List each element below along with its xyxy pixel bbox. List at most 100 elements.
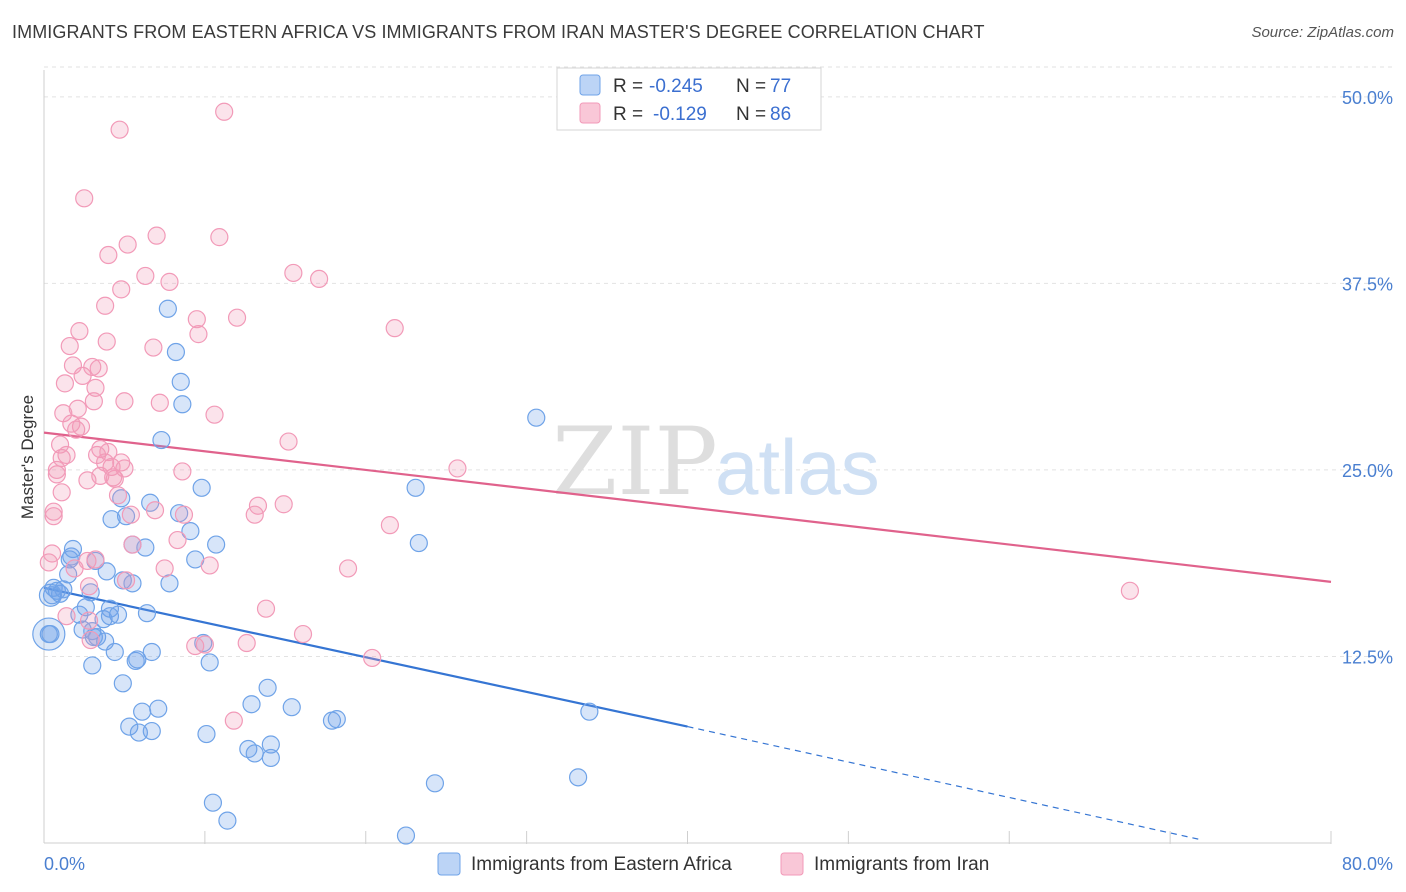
stats-n-label-1: N = (736, 76, 766, 97)
watermark-zip: ZIP (552, 408, 718, 517)
stats-n-label-2: N = (736, 104, 766, 125)
point-iran (293, 624, 313, 644)
trend-line-iran (43, 431, 1332, 583)
point-eastern-africa (102, 510, 121, 529)
point-iran (42, 544, 62, 563)
point-iran (147, 226, 166, 245)
point-eastern-africa (152, 430, 171, 450)
point-iran (256, 599, 276, 618)
point-iran (338, 559, 358, 578)
point-iran (110, 120, 129, 139)
watermark: ZIP atlas (552, 408, 880, 517)
point-eastern-africa (41, 624, 60, 644)
point-eastern-africa (97, 562, 116, 581)
point-eastern-africa (81, 583, 100, 602)
point-iran (189, 325, 208, 344)
point-eastern-africa (120, 717, 139, 736)
point-iran (150, 393, 169, 412)
point-iran (284, 263, 303, 283)
point-iran (186, 636, 205, 656)
x-tick-marks (204, 831, 1332, 844)
stats-swatch-eastern-africa (579, 74, 601, 96)
trend-lines (43, 431, 1332, 841)
point-iran (55, 374, 75, 393)
point-iran (173, 462, 192, 481)
point-iran (116, 571, 136, 590)
point-iran (279, 432, 298, 451)
point-iran (70, 322, 89, 341)
point-iran (86, 550, 105, 569)
point-iran (75, 189, 94, 208)
point-iran (115, 392, 134, 411)
y-tick-labels: 12.5% 25.0% 37.5% 50.0% (1342, 88, 1393, 668)
point-iran (115, 459, 134, 478)
point-iran (187, 310, 206, 329)
point-iran (309, 269, 329, 289)
point-iran (99, 442, 118, 462)
point-iran (68, 399, 87, 418)
point-eastern-africa (133, 702, 152, 721)
point-eastern-africa (409, 533, 428, 553)
point-iran (385, 319, 404, 338)
trend-line-eastern-africa-extension (687, 726, 1203, 841)
point-iran (71, 417, 91, 436)
legend: Immigrants from Eastern Africa Immigrant… (437, 852, 989, 876)
point-eastern-africa (142, 642, 161, 662)
point-iran (195, 635, 214, 654)
point-iran (57, 445, 76, 465)
point-eastern-africa (32, 617, 66, 651)
y-tick-label: 12.5% (1342, 647, 1393, 667)
point-eastern-africa (83, 656, 102, 675)
point-eastern-africa (113, 674, 132, 693)
point-iran (123, 535, 142, 554)
point-iran (144, 338, 163, 357)
stats-r-label-1: R = (613, 76, 643, 97)
point-eastern-africa (406, 478, 425, 497)
point-eastern-africa (197, 724, 216, 744)
y-tick-label: 25.0% (1342, 461, 1393, 481)
point-iran (99, 245, 118, 265)
point-iran (274, 495, 293, 514)
point-eastern-africa (580, 702, 599, 721)
legend-item-eastern-africa[interactable]: Immigrants from Eastern Africa (437, 852, 732, 876)
watermark-atlas: atlas (715, 423, 880, 511)
point-iran (57, 607, 76, 626)
point-iran (118, 235, 137, 254)
point-eastern-africa (207, 535, 226, 554)
x-tick-label-max: 80.0% (1342, 854, 1393, 874)
point-eastern-africa (396, 826, 416, 845)
point-eastern-africa (569, 768, 588, 787)
point-iran (155, 559, 174, 578)
point-eastern-africa (258, 678, 277, 697)
point-iran (79, 611, 99, 630)
point-eastern-africa (245, 744, 264, 763)
point-eastern-africa (137, 604, 157, 623)
point-iran (448, 459, 467, 478)
stats-swatch-iran (579, 102, 601, 124)
point-eastern-africa (60, 550, 79, 569)
point-eastern-africa (200, 653, 219, 672)
point-eastern-africa (149, 699, 168, 718)
point-iran (121, 505, 140, 524)
point-eastern-africa (218, 811, 237, 830)
stats-r-label-2: R = (613, 104, 643, 125)
point-iran (52, 448, 71, 468)
gridlines (44, 66, 1393, 657)
point-iran (112, 280, 131, 299)
point-iran (363, 648, 382, 668)
point-eastern-africa (261, 748, 280, 768)
legend-item-iran[interactable]: Immigrants from Iran (780, 852, 989, 876)
point-iran (86, 378, 105, 397)
point-eastern-africa (142, 721, 161, 741)
point-eastern-africa (425, 774, 445, 793)
point-eastern-africa (38, 583, 63, 607)
point-eastern-africa (128, 650, 147, 669)
point-iran (227, 308, 247, 327)
point-iran (83, 357, 102, 377)
point-iran (224, 711, 243, 730)
point-eastern-africa (158, 299, 177, 318)
legend-swatch-eastern-africa (437, 852, 461, 876)
point-iran (200, 556, 219, 575)
point-iran (81, 630, 100, 650)
